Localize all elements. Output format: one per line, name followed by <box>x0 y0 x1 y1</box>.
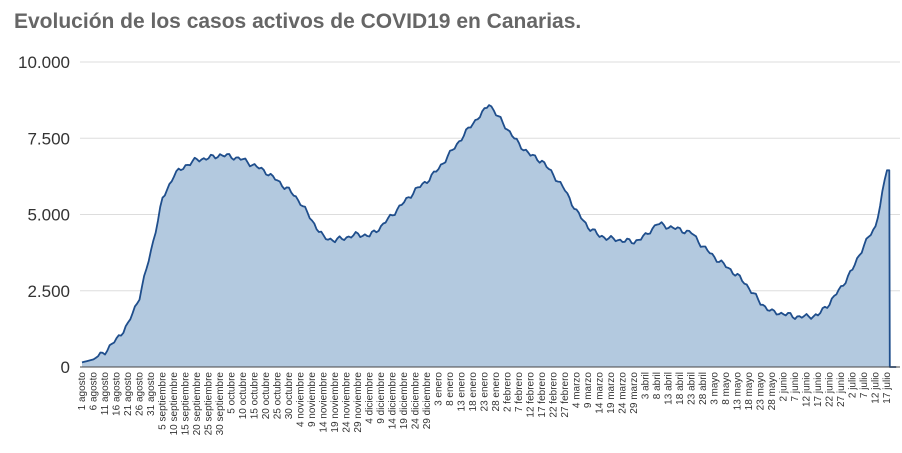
x-tick-label: 10 septiembre <box>169 372 180 436</box>
x-tick-label: 29 marzo <box>629 372 640 414</box>
x-tick-label: 27 febrero <box>560 372 571 418</box>
x-tick-label: 14 noviembre <box>319 372 330 433</box>
x-tick-label: 13 enero <box>457 372 468 412</box>
x-tick-label: 28 mayo <box>767 372 778 411</box>
x-tick-label: 5 octubre <box>227 372 238 414</box>
x-tick-label: 19 noviembre <box>330 372 341 433</box>
x-tick-label: 17 febrero <box>537 372 548 418</box>
x-tick-label: 14 marzo <box>595 372 606 414</box>
x-tick-label: 20 octubre <box>261 372 272 420</box>
x-tick-label: 12 julio <box>871 372 882 404</box>
x-tick-label: 17 junio <box>813 372 824 407</box>
y-tick-label: 5.000 <box>27 206 70 225</box>
x-tick-label: 9 marzo <box>583 372 594 409</box>
x-tick-label: 22 junio <box>825 372 836 407</box>
y-tick-label: 0 <box>61 358 70 377</box>
x-tick-label: 16 agosto <box>112 372 123 416</box>
x-tick-label: 7 febrero <box>514 372 525 412</box>
x-tick-label: 25 septiembre <box>204 372 215 436</box>
x-tick-label: 4 marzo <box>572 372 583 409</box>
x-tick-label: 11 agosto <box>100 372 111 416</box>
x-tick-label: 17 julio <box>882 372 893 404</box>
x-tick-label: 28 abril <box>698 372 709 405</box>
x-tick-label: 9 diciembre <box>376 372 387 424</box>
x-tick-label: 30 septiembre <box>215 372 226 436</box>
x-tick-label: 28 enero <box>491 372 502 412</box>
x-tick-label: 7 julio <box>859 372 870 399</box>
x-tick-label: 27 junio <box>836 372 847 407</box>
x-tick-label: 18 abril <box>675 372 686 405</box>
x-tick-label: 10 octubre <box>238 372 249 420</box>
x-tick-label: 3 enero <box>434 372 445 406</box>
x-tick-label: 2 febrero <box>503 372 514 412</box>
x-tick-label: 30 octubre <box>284 372 295 420</box>
x-tick-label: 6 agosto <box>89 372 100 411</box>
x-tick-label: 8 mayo <box>721 372 732 405</box>
area-fill <box>82 105 897 367</box>
x-tick-label: 13 mayo <box>733 372 744 411</box>
x-axis: 1 agosto 6 agosto 11 agosto 16 agosto 21 ago… <box>77 366 900 436</box>
y-tick-label: 10.000 <box>18 53 70 72</box>
x-tick-label: 13 abril <box>664 372 675 405</box>
y-axis: 0 2.500 5.000 7.500 10.000 <box>18 53 70 377</box>
x-tick-label: 24 diciembre <box>411 372 422 430</box>
x-tick-label: 15 septiembre <box>181 372 192 436</box>
x-tick-label: 18 enero <box>468 372 479 412</box>
x-tick-label: 19 diciembre <box>399 372 410 430</box>
x-tick-label: 4 diciembre <box>365 372 376 424</box>
x-tick-label: 23 mayo <box>756 372 767 411</box>
x-tick-label: 3 mayo <box>710 372 721 405</box>
x-tick-label: 3 abril <box>641 372 652 399</box>
x-tick-label: 14 diciembre <box>388 372 399 430</box>
x-tick-label: 8 enero <box>445 372 456 406</box>
x-tick-label: 12 febrero <box>526 372 537 418</box>
x-tick-label: 19 marzo <box>606 372 617 414</box>
x-tick-label: 5 septiembre <box>158 372 169 430</box>
x-tick-label: 4 noviembre <box>296 372 307 427</box>
x-tick-label: 24 noviembre <box>342 372 353 433</box>
x-tick-label: 29 noviembre <box>353 372 364 433</box>
y-tick-label: 2.500 <box>27 282 70 301</box>
x-tick-label: 21 agosto <box>123 372 134 416</box>
x-tick-label: 29 diciembre <box>422 372 433 430</box>
x-tick-label: 15 octubre <box>250 372 261 420</box>
x-tick-label: 7 junio <box>790 372 801 402</box>
x-tick-label: 18 mayo <box>744 372 755 411</box>
x-tick-label: 9 noviembre <box>307 372 318 427</box>
x-tick-label: 8 abril <box>652 372 663 399</box>
series-line <box>81 104 897 368</box>
x-tick-label: 26 agosto <box>135 372 146 416</box>
x-tick-label: 23 enero <box>480 372 491 412</box>
x-tick-label: 20 septiembre <box>192 372 203 436</box>
x-tick-label: 12 junio <box>802 372 813 407</box>
x-tick-label: 25 octubre <box>273 372 284 420</box>
y-tick-label: 7.500 <box>27 129 70 148</box>
x-tick-label: 22 febrero <box>549 372 560 418</box>
x-tick-label: 23 abril <box>687 372 698 405</box>
series-area <box>81 104 897 368</box>
x-tick-label: 2 julio <box>848 372 859 399</box>
chart-title: Evolución de los casos activos de COVID1… <box>14 10 582 33</box>
x-tick-label: 1 agosto <box>77 372 88 411</box>
x-tick-label: 2 junio <box>779 372 790 402</box>
x-tick-label: 24 marzo <box>618 372 629 414</box>
x-tick-label: 31 agosto <box>146 372 157 416</box>
